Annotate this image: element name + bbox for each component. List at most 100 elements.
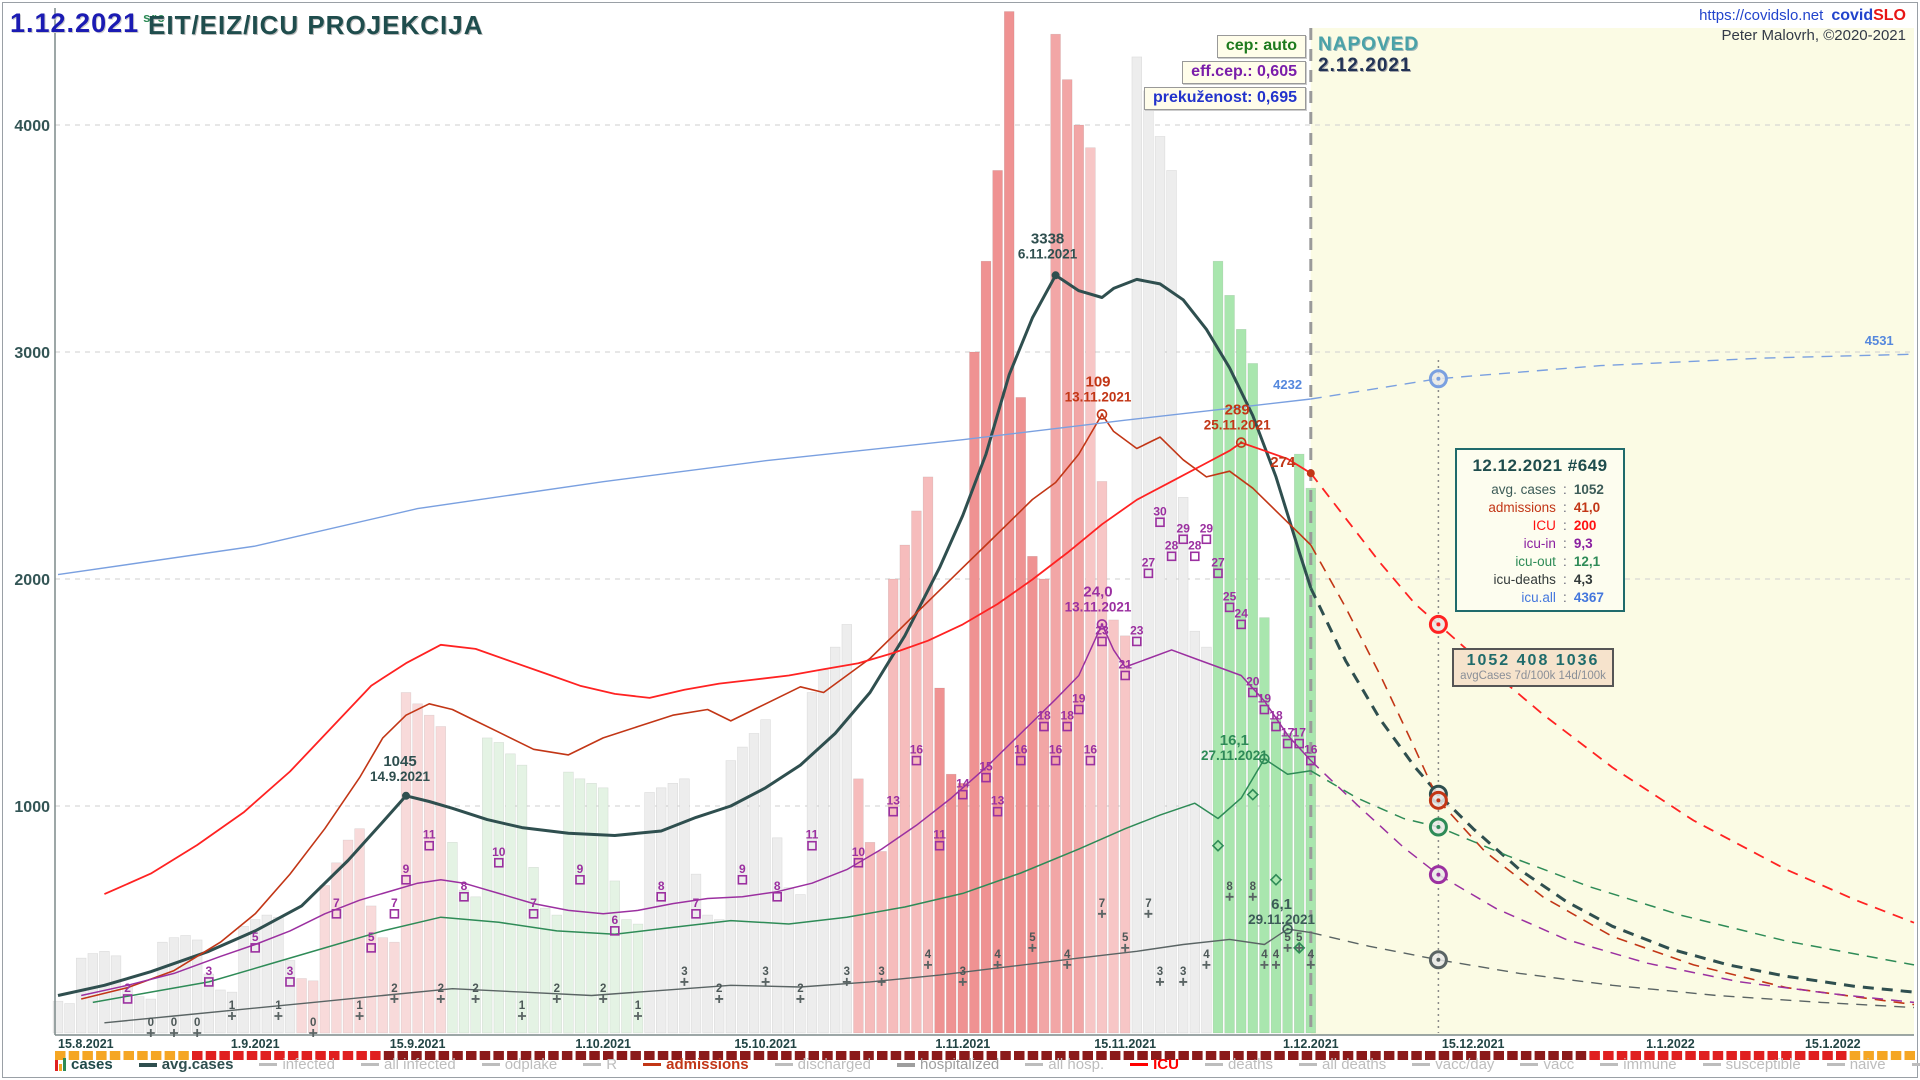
svg-text:13.11.2021: 13.11.2021 bbox=[1065, 389, 1132, 404]
svg-text:4: 4 bbox=[925, 949, 932, 961]
svg-text:1045: 1045 bbox=[383, 753, 416, 770]
legend-item-icu[interactable]: ICU bbox=[1130, 1056, 1179, 1073]
legend-item-deaths[interactable]: deaths bbox=[1204, 1056, 1273, 1073]
chart-legend: cases avg.cases infected all infected odplak… bbox=[55, 1056, 1920, 1073]
svg-text:9: 9 bbox=[739, 862, 746, 876]
svg-text:4531: 4531 bbox=[1865, 333, 1894, 348]
svg-text:15.10.2021: 15.10.2021 bbox=[734, 1037, 797, 1051]
svg-text:6: 6 bbox=[611, 913, 618, 927]
legend-swatch bbox=[259, 1063, 278, 1066]
infobox-row-label: icu-deaths bbox=[1493, 571, 1556, 587]
legend-item-infected[interactable]: infected bbox=[259, 1056, 335, 1073]
infobox-row-value: 200 bbox=[1573, 517, 1597, 533]
legend-label: discharged bbox=[797, 1056, 872, 1073]
legend-item-vacc-day[interactable]: vacc/day bbox=[1412, 1056, 1494, 1073]
svg-text:7: 7 bbox=[1099, 898, 1105, 910]
legend-item-cases[interactable]: cases bbox=[55, 1056, 113, 1073]
cep-control[interactable]: cep: auto bbox=[1216, 35, 1306, 58]
svg-text:2: 2 bbox=[472, 983, 478, 995]
site-link[interactable]: https://covidslo.net bbox=[1699, 7, 1824, 24]
svg-text:20: 20 bbox=[1246, 675, 1260, 689]
svg-text:27: 27 bbox=[1142, 555, 1156, 569]
legend-item-hospitalized[interactable]: hospitalized bbox=[897, 1056, 999, 1073]
legend-item-immune[interactable]: immune bbox=[1600, 1056, 1677, 1073]
legend-item-r[interactable]: R bbox=[583, 1056, 617, 1073]
avgcases-label: avgCases 7d/100k 14d/100k bbox=[1460, 670, 1606, 682]
legend-item-nonnaive[interactable]: nonNaive bbox=[1911, 1056, 1920, 1073]
legend-label: hospitalized bbox=[920, 1056, 1000, 1073]
legend-item-vacc[interactable]: vacc bbox=[1520, 1056, 1574, 1073]
legend-item-all-deaths[interactable]: all deaths bbox=[1299, 1056, 1386, 1073]
svg-text:4: 4 bbox=[1261, 949, 1268, 961]
svg-text:18: 18 bbox=[1269, 709, 1283, 723]
infobox-row: icu-out : 12,1 bbox=[1465, 552, 1615, 570]
infobox-row-label: avg. cases bbox=[1491, 481, 1556, 497]
svg-text:27: 27 bbox=[1211, 555, 1225, 569]
legend-item-susceptible[interactable]: susceptible bbox=[1702, 1056, 1801, 1073]
avgcases-values: 1052 408 1036 bbox=[1466, 652, 1600, 669]
legend-swatch bbox=[361, 1063, 379, 1066]
infobox-title: 12.12.2021 #649 bbox=[1472, 456, 1608, 475]
legend-label: cases bbox=[71, 1056, 113, 1073]
svg-text:30: 30 bbox=[1153, 504, 1167, 518]
svg-text:1.11.2021: 1.11.2021 bbox=[935, 1037, 990, 1051]
svg-text:3: 3 bbox=[1157, 966, 1163, 978]
infobox-table: avg. cases : 1052 admissions : 41,0 ICU … bbox=[1465, 480, 1615, 606]
svg-text:2: 2 bbox=[391, 983, 397, 995]
svg-text:0: 0 bbox=[310, 1017, 316, 1029]
svg-text:1000: 1000 bbox=[14, 799, 50, 816]
legend-label: all infected bbox=[384, 1056, 456, 1073]
svg-text:7: 7 bbox=[391, 896, 398, 910]
svg-text:5: 5 bbox=[368, 930, 375, 944]
legend-item-discharged[interactable]: discharged bbox=[774, 1056, 872, 1073]
svg-text:3: 3 bbox=[287, 964, 294, 978]
svg-text:4: 4 bbox=[1273, 949, 1280, 961]
svg-text:7: 7 bbox=[693, 896, 700, 910]
legend-label: naive bbox=[1849, 1056, 1886, 1073]
svg-text:16,1: 16,1 bbox=[1220, 732, 1249, 749]
svg-text:14.9.2021: 14.9.2021 bbox=[370, 769, 431, 784]
svg-text:19: 19 bbox=[1258, 692, 1272, 706]
svg-text:11: 11 bbox=[933, 828, 946, 842]
header-right: https://covidslo.net covidSLO Peter Malov… bbox=[1699, 6, 1906, 46]
legend-item-all-hosp-[interactable]: all hosp. bbox=[1025, 1056, 1104, 1073]
svg-text:6.11.2021: 6.11.2021 bbox=[1018, 246, 1078, 261]
legend-label: all hosp. bbox=[1048, 1056, 1105, 1073]
svg-text:15: 15 bbox=[979, 760, 993, 774]
infobox-row: avg. cases : 1052 bbox=[1465, 480, 1615, 498]
legend-item-avg-cases[interactable]: avg.cases bbox=[138, 1056, 233, 1073]
svg-text:4: 4 bbox=[994, 949, 1001, 961]
legend-swatch bbox=[774, 1063, 793, 1066]
svg-text:8: 8 bbox=[1250, 881, 1257, 893]
svg-text:15.9.2021: 15.9.2021 bbox=[390, 1037, 446, 1051]
svg-text:3: 3 bbox=[960, 966, 966, 978]
prekuzenost-control[interactable]: prekuženost: 0,695 bbox=[1143, 87, 1306, 110]
svg-text:5: 5 bbox=[1284, 932, 1291, 944]
legend-item-naive[interactable]: naive bbox=[1826, 1056, 1886, 1073]
legend-item-admissions[interactable]: admissions bbox=[643, 1056, 749, 1073]
svg-text:8: 8 bbox=[774, 879, 781, 893]
eff-cep-control[interactable]: eff.cep.: 0,605 bbox=[1182, 61, 1306, 84]
svg-text:28: 28 bbox=[1165, 538, 1179, 552]
svg-text:10: 10 bbox=[492, 845, 506, 859]
legend-item-all-infected[interactable]: all infected bbox=[361, 1056, 456, 1073]
infobox-row-value: 1052 bbox=[1573, 481, 1604, 497]
infobox-row-label: icu-out bbox=[1515, 553, 1556, 569]
legend-label: vacc bbox=[1543, 1056, 1575, 1073]
svg-text:16: 16 bbox=[1304, 743, 1318, 757]
svg-text:8: 8 bbox=[461, 879, 468, 893]
svg-text:3: 3 bbox=[205, 964, 212, 978]
svg-text:11: 11 bbox=[423, 828, 436, 842]
svg-text:7: 7 bbox=[1145, 898, 1151, 910]
legend-item-odplake[interactable]: odplake bbox=[481, 1056, 557, 1073]
svg-text:28: 28 bbox=[1188, 538, 1202, 552]
infobox-row: ICU : 200 bbox=[1465, 516, 1615, 534]
svg-text:29: 29 bbox=[1200, 521, 1214, 535]
svg-text:7: 7 bbox=[530, 896, 537, 910]
svg-text:8: 8 bbox=[1226, 881, 1233, 893]
legend-label: immune bbox=[1623, 1056, 1677, 1073]
svg-text:15.1.2022: 15.1.2022 bbox=[1805, 1037, 1861, 1051]
legend-label: infected bbox=[282, 1056, 335, 1073]
svg-text:2: 2 bbox=[716, 983, 722, 995]
